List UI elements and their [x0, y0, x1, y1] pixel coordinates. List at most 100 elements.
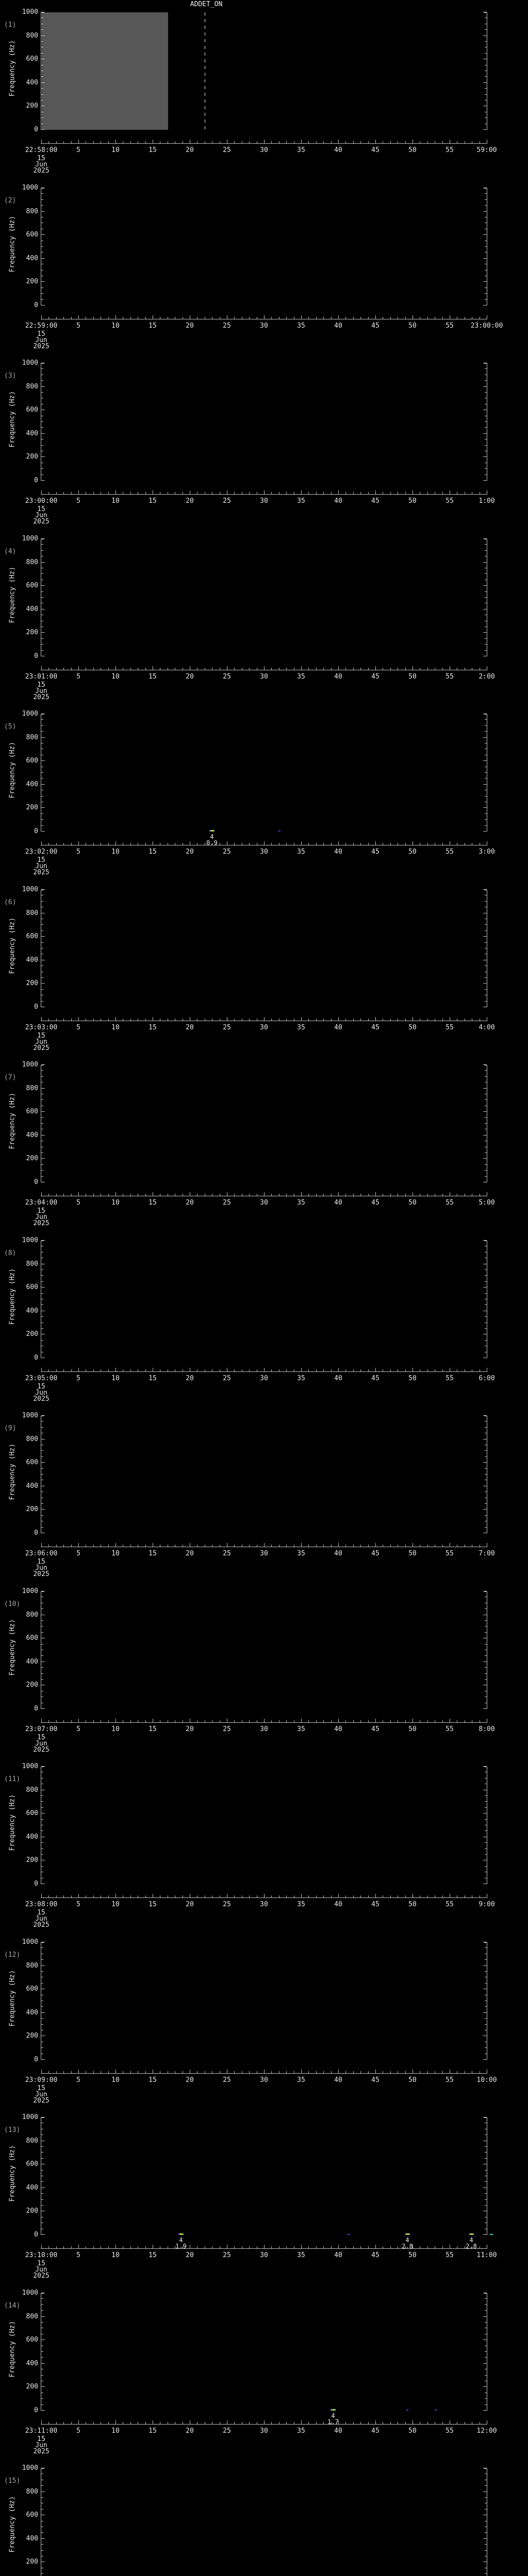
x-tick-label: 30	[260, 322, 268, 330]
y-axis-tick	[485, 293, 487, 294]
x-axis-tick	[345, 2422, 346, 2424]
y-axis-tick	[41, 117, 43, 118]
x-tick-label: 15	[148, 848, 157, 856]
y-tick-label: 0	[34, 301, 38, 309]
x-tick-label: 15	[148, 1725, 157, 1733]
x-tick-label: 10	[111, 2251, 120, 2259]
x-tick-label: 20	[186, 673, 194, 681]
y-axis-tick	[41, 445, 43, 446]
y-axis-tick	[41, 211, 45, 212]
x-axis-tick	[360, 1369, 361, 1371]
y-axis-title: Frequency (Hz)	[8, 1970, 16, 2027]
detection-label: 2.8	[402, 2243, 413, 2250]
x-axis-date-label: Jun	[35, 687, 47, 695]
y-tick-label: 1000	[22, 1587, 38, 1595]
y-axis-tick	[41, 2573, 43, 2574]
x-axis-tick	[234, 1194, 235, 1196]
x-axis-tick	[93, 1194, 94, 1196]
x-tick-label: 5	[76, 2076, 80, 2084]
x-axis-tick	[442, 492, 443, 494]
x-axis-tick	[353, 668, 354, 670]
y-axis-tick	[485, 88, 487, 89]
x-axis-tick	[145, 2246, 146, 2248]
y-axis-tick	[485, 445, 487, 446]
y-axis-end-serif	[484, 188, 487, 189]
y-axis-tick	[485, 29, 487, 30]
x-axis-tick	[405, 2422, 406, 2424]
x-tick-label: 25	[223, 2427, 231, 2435]
x-axis-tick	[108, 1720, 109, 1722]
y-axis-tick	[485, 94, 487, 95]
x-axis-tick	[145, 668, 146, 670]
y-axis-tick	[41, 1866, 43, 1867]
y-axis-title: Frequency (Hz)	[8, 1794, 16, 1851]
y-axis-tick	[483, 760, 487, 761]
x-axis-tick	[301, 2420, 302, 2424]
y-axis-tick	[41, 1766, 45, 1767]
x-tick-label: 20	[186, 146, 194, 154]
x-tick-label: 35	[297, 322, 305, 330]
y-axis-tick	[41, 1801, 43, 1802]
x-end-time-label: 9:00	[478, 1901, 495, 1908]
y-axis-tick	[41, 1240, 45, 1241]
x-axis-tick	[360, 1720, 361, 1722]
x-axis-tick	[48, 1019, 49, 1021]
x-tick-label: 20	[186, 2076, 194, 2084]
x-axis-tick	[323, 2422, 324, 2424]
x-axis-tick	[48, 1895, 49, 1897]
x-tick-label: 5	[76, 1375, 80, 1382]
x-axis-tick	[308, 141, 309, 143]
x-axis-tick	[63, 1194, 64, 1196]
y-axis-tick	[41, 1965, 45, 1966]
x-axis-tick	[427, 668, 428, 670]
y-axis-tick	[41, 2550, 43, 2551]
x-axis-tick	[353, 141, 354, 143]
y-tick-label: 800	[26, 1611, 38, 1619]
x-axis-tick	[390, 141, 391, 143]
x-tick-label: 30	[260, 2251, 268, 2259]
spectrogram-panel: (3) Frequency (Hz) 1000 800 600 400 200 0 23:00:…	[0, 351, 528, 527]
x-axis-tick	[316, 668, 317, 670]
y-axis-title: Frequency (Hz)	[8, 566, 16, 623]
x-axis-tick	[271, 1545, 272, 1547]
y-axis-end-serif	[484, 1942, 487, 1943]
x-axis-tick	[271, 1720, 272, 1722]
y-axis-tick	[485, 205, 487, 206]
x-axis-tick	[271, 1895, 272, 1897]
x-axis-tick	[286, 843, 287, 845]
x-axis-tick	[331, 1545, 332, 1547]
x-axis-date-label: Jun	[35, 336, 47, 344]
x-axis-tick	[412, 2070, 413, 2073]
spectrogram-panel: (10) Frequency (Hz) 1000 800 600 400 200 0 23:07…	[0, 1579, 528, 1755]
y-axis-end-serif	[41, 363, 44, 364]
y-axis-tick	[41, 1795, 43, 1796]
spectrogram-panel: (11) Frequency (Hz) 1000 800 600 400 200 0 23:08…	[0, 1754, 528, 1930]
detection-marker	[406, 2410, 408, 2411]
y-axis-tick	[41, 1632, 43, 1633]
x-axis-tick	[286, 317, 287, 319]
x-axis-tick	[301, 2245, 302, 2248]
detection-label: 0.9	[206, 839, 218, 846]
x-tick-label: 35	[297, 2251, 305, 2259]
spectrogram-panel: (12) Frequency (Hz) 1000 800 600 400 200 0 23:09…	[0, 1930, 528, 2106]
y-axis-tick	[41, 1503, 43, 1504]
x-tick-label: 50	[408, 2427, 417, 2435]
x-axis-tick	[78, 1543, 79, 1547]
x-axis-tick	[427, 317, 428, 319]
y-axis-tick	[41, 246, 43, 247]
y-axis-tick	[485, 1076, 487, 1077]
x-axis-tick	[78, 490, 79, 494]
x-tick-label: 40	[334, 146, 342, 154]
x-axis-tick	[338, 315, 339, 319]
x-axis-tick	[71, 2071, 72, 2073]
y-axis-tick	[41, 456, 45, 457]
x-axis-tick	[360, 843, 361, 845]
x-axis-tick	[442, 1019, 443, 1021]
x-tick-label: 40	[334, 673, 342, 681]
y-tick-label: 800	[26, 1084, 38, 1092]
y-tick-label: 0	[34, 827, 38, 835]
x-axis-tick	[71, 1545, 72, 1547]
x-axis-tick	[48, 1545, 49, 1547]
x-axis-date-label: 2025	[33, 2448, 50, 2455]
y-tick-label: 1000	[22, 2289, 38, 2297]
